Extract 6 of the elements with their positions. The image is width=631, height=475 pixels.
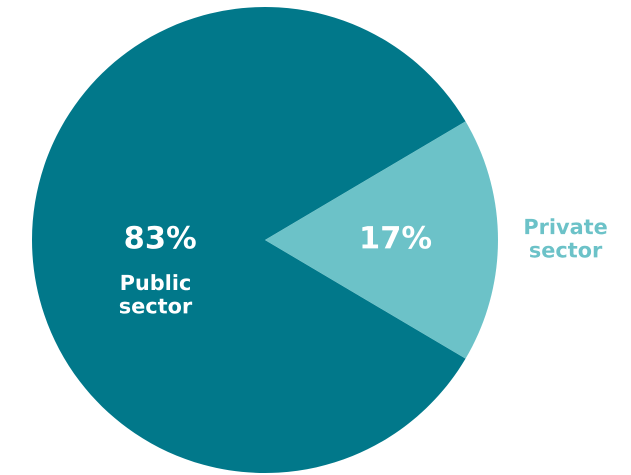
slice-label: Private sector — [525, 218, 607, 258]
data-label: 83% — [125, 226, 196, 249]
slice-label: Public sector — [120, 274, 192, 314]
pie-slice — [32, 7, 466, 473]
data-label: 17% — [362, 226, 432, 249]
pie-slice — [265, 121, 498, 359]
